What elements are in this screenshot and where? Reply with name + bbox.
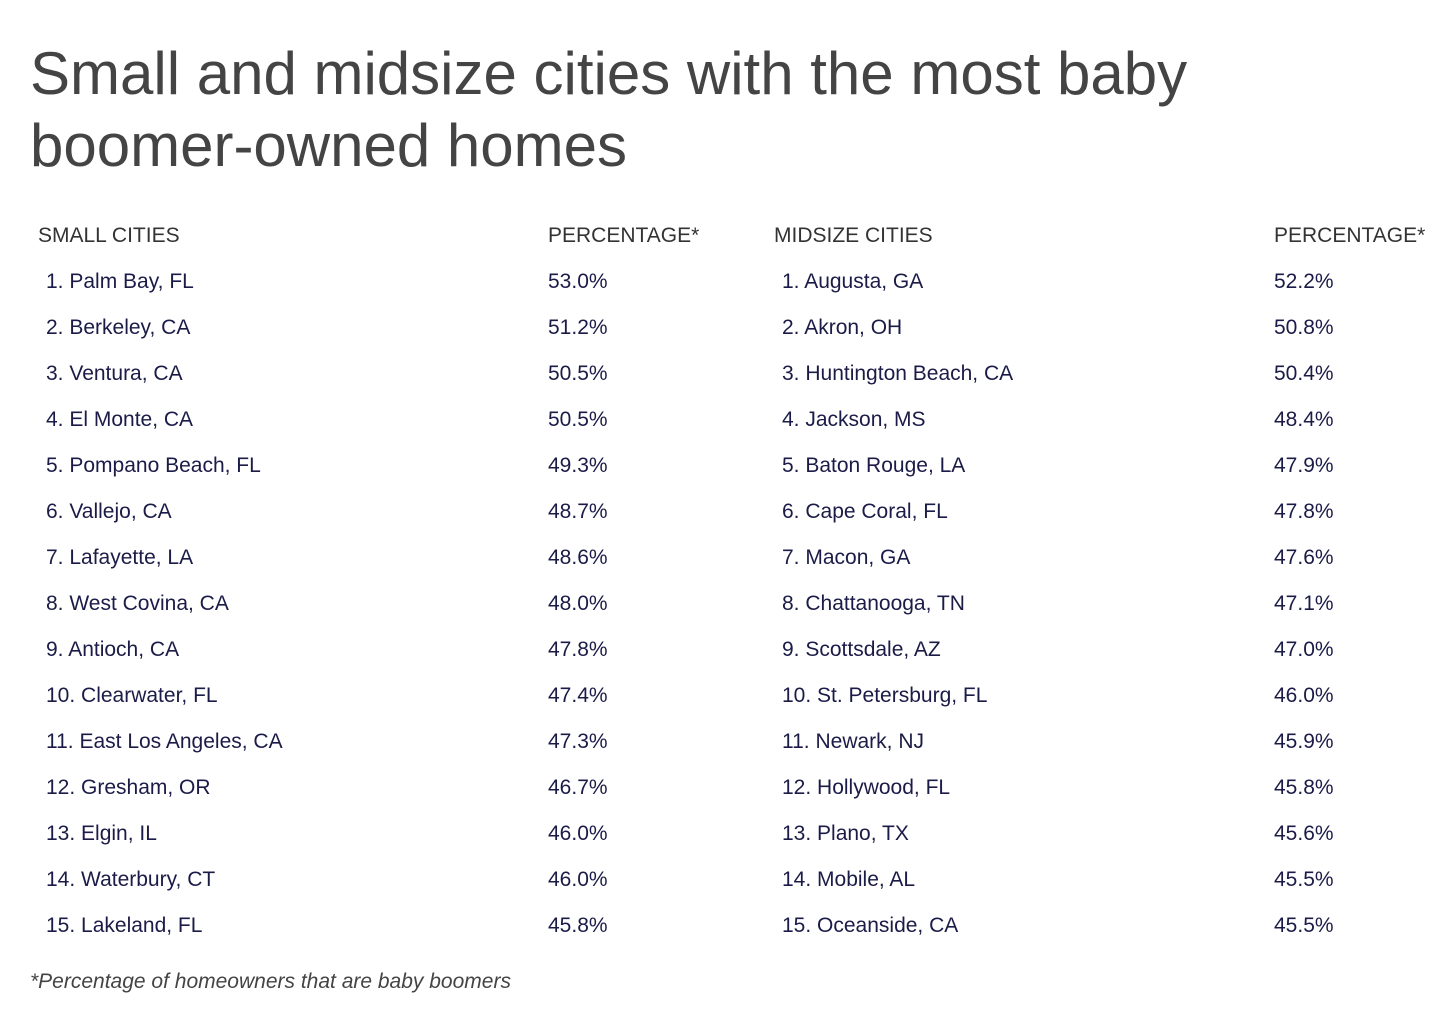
percentage-value: 47.0% [1274, 638, 1334, 661]
percentage-value: 47.3% [548, 730, 608, 753]
percentage-value: 46.0% [1274, 684, 1334, 707]
city-name: 6. Vallejo, CA [46, 500, 172, 523]
city-name: 2. Akron, OH [782, 316, 903, 339]
city-name: 13. Elgin, IL [46, 822, 157, 845]
percentage-value: 47.1% [1274, 592, 1334, 615]
percentage-value: 47.8% [1274, 500, 1334, 523]
city-name: 9. Scottsdale, AZ [782, 638, 941, 661]
city-name: 14. Mobile, AL [782, 868, 916, 891]
city-name: 10. St. Petersburg, FL [782, 684, 988, 707]
percentage-value: 50.8% [1274, 316, 1334, 339]
percentage-value: 46.7% [548, 776, 608, 799]
percentage-value: 50.4% [1274, 362, 1334, 385]
percentage-value: 52.2% [1274, 270, 1334, 293]
percentage-value: 50.5% [548, 408, 608, 431]
city-name: 15. Oceanside, CA [782, 914, 959, 937]
city-name: 11. Newark, NJ [782, 730, 924, 753]
page-title: Small and midsize cities with the most b… [30, 40, 1188, 179]
percentage-value: 48.6% [548, 546, 608, 569]
percentage-value: 45.5% [1274, 868, 1334, 891]
percentage-value: 49.3% [548, 454, 608, 477]
percentage-value: 45.6% [1274, 822, 1334, 845]
percentage-value: 47.9% [1274, 454, 1334, 477]
city-name: 14. Waterbury, CT [46, 868, 216, 891]
percentage-value: 50.5% [548, 362, 608, 385]
percentage-value: 46.0% [548, 822, 608, 845]
city-name: 5. Baton Rouge, LA [782, 454, 966, 477]
city-name: 4. El Monte, CA [46, 408, 194, 431]
percentage-value: 47.4% [548, 684, 608, 707]
footnote: *Percentage of homeowners that are baby … [30, 970, 511, 993]
city-name: 12. Hollywood, FL [782, 776, 951, 799]
percentage-value: 47.6% [1274, 546, 1334, 569]
city-name: 9. Antioch, CA [46, 638, 180, 661]
percentage-value: 48.0% [548, 592, 608, 615]
city-name: 13. Plano, TX [782, 822, 909, 845]
city-name: 6. Cape Coral, FL [782, 500, 948, 523]
percentage-value: 45.8% [548, 914, 608, 937]
city-name: 8. West Covina, CA [46, 592, 229, 615]
city-name: 15. Lakeland, FL [46, 914, 203, 937]
city-name: 3. Ventura, CA [46, 362, 183, 385]
city-name: 8. Chattanooga, TN [782, 592, 965, 615]
city-name: 4. Jackson, MS [782, 408, 926, 431]
city-name: 10. Clearwater, FL [46, 684, 218, 707]
city-name: 7. Lafayette, LA [46, 546, 194, 569]
city-name: 11. East Los Angeles, CA [46, 730, 283, 753]
header-city: SMALL CITIES [38, 224, 180, 247]
percentage-value: 45.9% [1274, 730, 1334, 753]
city-name: 2. Berkeley, CA [46, 316, 191, 339]
city-name: 12. Gresham, OR [46, 776, 211, 799]
percentage-value: 48.4% [1274, 408, 1334, 431]
city-name: 5. Pompano Beach, FL [46, 454, 261, 477]
percentage-value: 45.8% [1274, 776, 1334, 799]
city-name: 3. Huntington Beach, CA [782, 362, 1014, 385]
percentage-value: 46.0% [548, 868, 608, 891]
city-name: 7. Macon, GA [782, 546, 911, 569]
percentage-value: 47.8% [548, 638, 608, 661]
percentage-value: 45.5% [1274, 914, 1334, 937]
header-percentage: PERCENTAGE* [1274, 224, 1426, 247]
header-percentage: PERCENTAGE* [548, 224, 700, 247]
header-city: MIDSIZE CITIES [774, 224, 933, 247]
city-name: 1. Augusta, GA [782, 270, 924, 293]
percentage-value: 48.7% [548, 500, 608, 523]
percentage-value: 53.0% [548, 270, 608, 293]
percentage-value: 51.2% [548, 316, 608, 339]
city-name: 1. Palm Bay, FL [46, 270, 194, 293]
